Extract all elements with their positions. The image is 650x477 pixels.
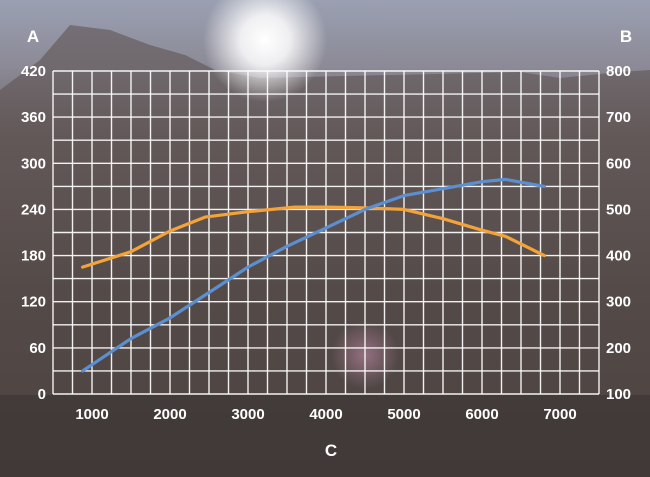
y-left-tick-label: 240 bbox=[21, 201, 46, 218]
y-left-tick-label: 300 bbox=[21, 155, 46, 172]
y-left-tick-label: 420 bbox=[21, 63, 46, 80]
y-left-tick-label: 120 bbox=[21, 294, 46, 311]
y-right-tick-label: 600 bbox=[606, 155, 631, 172]
y-left-tick-label: 0 bbox=[38, 386, 46, 403]
x-tick-label: 5000 bbox=[387, 406, 420, 423]
x-tick-label: 2000 bbox=[153, 406, 186, 423]
y-right-tick-label: 200 bbox=[606, 340, 631, 357]
y-left-tick-label: 60 bbox=[29, 340, 46, 357]
x-tick-label: 1000 bbox=[75, 406, 108, 423]
x-axis-label: C bbox=[325, 441, 337, 460]
y-right-tick-label: 100 bbox=[606, 386, 631, 403]
y-left-tick-label: 180 bbox=[21, 248, 46, 265]
x-tick-label: 6000 bbox=[465, 406, 498, 423]
x-tick-label: 7000 bbox=[543, 406, 576, 423]
y-right-tick-label: 800 bbox=[606, 63, 631, 80]
y-left-tick-label: 360 bbox=[21, 109, 46, 126]
y-right-tick-label: 700 bbox=[606, 109, 631, 126]
x-tick-label: 4000 bbox=[309, 406, 342, 423]
x-tick-label: 3000 bbox=[231, 406, 264, 423]
y-right-tick-label: 500 bbox=[606, 201, 631, 218]
y-right-tick-label: 400 bbox=[606, 248, 631, 265]
y-right-tick-label: 300 bbox=[606, 294, 631, 311]
left-axis-label: A bbox=[27, 27, 39, 46]
right-axis-label: B bbox=[620, 27, 632, 46]
